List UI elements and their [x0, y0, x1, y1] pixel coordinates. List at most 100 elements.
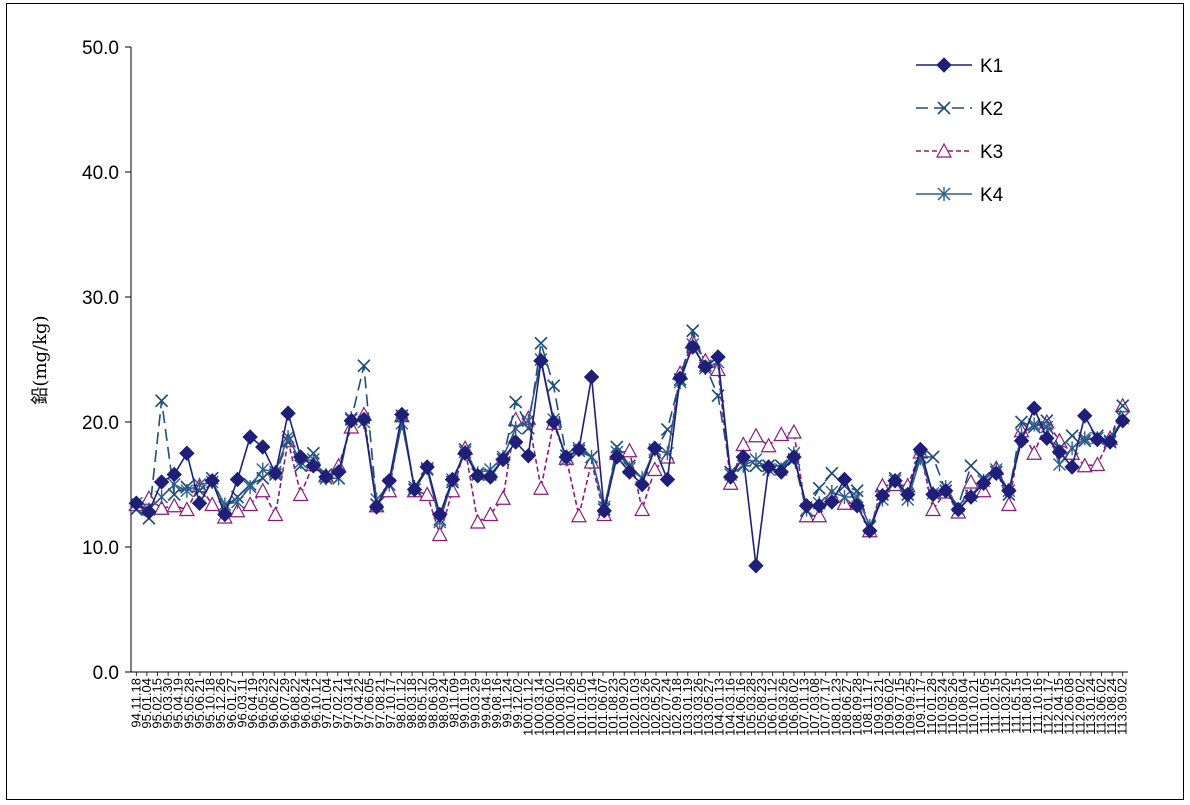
- data-point-k4: [180, 483, 194, 498]
- y-tick-label: 0.0: [93, 663, 119, 684]
- legend-label: K4: [980, 185, 1004, 206]
- series-k3: [128, 333, 1131, 542]
- data-point-k1: [824, 494, 840, 510]
- x-tick-label: 113.09.02: [1115, 678, 1130, 735]
- data-point-k1: [292, 449, 309, 465]
- data-point-k3: [267, 506, 284, 522]
- data-point-k1: [786, 449, 802, 465]
- data-point-k3: [747, 427, 764, 443]
- legend-label: K3: [980, 142, 1003, 163]
- legend-entry-k4: K4: [916, 185, 1004, 206]
- data-point-k3: [254, 482, 271, 498]
- legend-label: K1: [980, 56, 1003, 77]
- x-tick-label: 110.10.21: [966, 678, 981, 735]
- x-tick-label: 96.06.22: [266, 678, 281, 729]
- data-point-k3: [242, 496, 259, 512]
- data-point-k3: [1000, 496, 1017, 512]
- x-tick-label: 110.03.24: [934, 678, 949, 735]
- x-tick-label: 109.09.25: [903, 678, 918, 736]
- data-point-k3: [962, 473, 979, 489]
- data-point-k1: [659, 471, 676, 488]
- x-tick-label: 107.03.08: [807, 678, 822, 736]
- data-point-k3: [925, 501, 942, 517]
- x-tick-label: 97.08.21: [372, 678, 387, 729]
- x-tick-label: 112.06.08: [1062, 678, 1077, 735]
- x-tick-label: 96.01.27: [224, 678, 239, 729]
- x-tick-label: 108.11.17: [860, 678, 875, 735]
- x-tick-label: 100.10.26: [563, 678, 578, 736]
- series-k2: [129, 324, 1130, 534]
- data-point-k3: [621, 442, 638, 458]
- data-point-k3: [178, 501, 195, 517]
- x-tick-label: 108.09.28: [850, 678, 865, 736]
- y-tick-label: 10.0: [82, 538, 119, 559]
- x-tick-label: 95.03.30: [160, 678, 175, 729]
- data-point-k1: [887, 473, 903, 489]
- series-line-k3: [135, 340, 1124, 538]
- data-point-k3: [292, 486, 309, 502]
- data-point-k2: [1065, 429, 1079, 443]
- data-point-k1: [925, 486, 941, 503]
- x-tick-label: 105.08.23: [754, 678, 769, 736]
- data-point-k1: [647, 440, 663, 456]
- data-point-k2: [1014, 415, 1029, 429]
- data-point-k1: [937, 483, 954, 499]
- x-tick-label: 101.09.20: [616, 678, 631, 736]
- x-tick-label: 111.10.16: [1030, 678, 1045, 734]
- x-tick-label: 107.01.13: [797, 678, 812, 736]
- x-tick-label: 109.03.21: [871, 678, 886, 736]
- x-tick-label: 96.04.19: [245, 678, 260, 729]
- data-point-k1: [1001, 483, 1017, 499]
- data-point-k1: [963, 489, 979, 505]
- y-axis-label: 鉛(mg/kg): [30, 315, 51, 404]
- data-point-k3: [229, 502, 246, 518]
- data-point-k1: [457, 445, 473, 461]
- x-tick-label: 101.08.23: [606, 678, 621, 736]
- data-point-k1: [609, 449, 625, 465]
- data-point-k2: [357, 359, 371, 373]
- x-tick-label: 96.10.12: [309, 678, 324, 729]
- x-tick-label: 111.05.15: [1009, 678, 1024, 734]
- data-point-k1: [748, 558, 764, 574]
- data-point-k4: [243, 480, 257, 494]
- x-tick-label: 97.01.04: [319, 678, 334, 729]
- data-point-k1: [760, 459, 777, 475]
- x-tick-label: 94.11.18: [128, 678, 143, 728]
- y-tick-label: 40.0: [82, 163, 119, 184]
- chart-frame: [6, 3, 1184, 800]
- data-point-k1: [280, 405, 296, 421]
- data-point-k1: [419, 459, 435, 475]
- data-point-k1: [1114, 413, 1131, 429]
- data-point-k1: [141, 504, 157, 520]
- legend-marker-k3: [935, 142, 953, 158]
- x-tick-label: 100.08.10: [553, 678, 568, 736]
- legend-entry-k2: K2: [916, 99, 1003, 120]
- data-point-k4: [509, 421, 523, 436]
- x-tick-label: 111.02.15: [987, 678, 1002, 734]
- x-tick-label: 95.02.15: [150, 678, 165, 729]
- data-point-k3: [1076, 457, 1093, 473]
- x-tick-label: 99.11.24: [500, 678, 515, 728]
- data-point-k1: [975, 475, 992, 491]
- data-point-k1: [811, 498, 827, 514]
- data-point-k1: [533, 353, 549, 369]
- data-point-k2: [825, 466, 839, 480]
- data-point-k1: [634, 476, 650, 493]
- data-point-k1: [773, 464, 789, 480]
- data-point-k1: [255, 439, 271, 455]
- data-point-k4: [1052, 457, 1066, 472]
- data-point-k2: [964, 459, 978, 473]
- data-point-k3: [482, 506, 499, 522]
- data-point-k3: [1026, 444, 1043, 460]
- data-point-k2: [534, 336, 548, 350]
- data-point-k1: [596, 503, 612, 519]
- legend-entry-k1: K1: [916, 56, 1003, 77]
- x-tick-label: 98.01.12: [393, 678, 408, 729]
- data-point-k3: [811, 507, 828, 523]
- data-point-k1: [545, 414, 562, 430]
- y-tick-label: 20.0: [82, 413, 119, 434]
- data-point-k1: [267, 465, 284, 481]
- x-tick-label: 102.09.18: [669, 678, 684, 736]
- data-point-k1: [1089, 431, 1106, 448]
- x-tick-label: 105.03.28: [743, 678, 758, 736]
